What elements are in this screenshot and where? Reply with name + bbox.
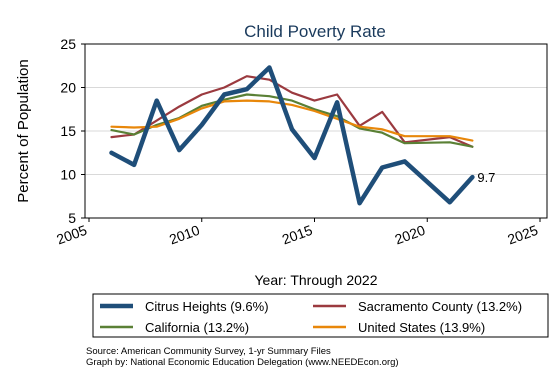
x-axis-label: Year: Through 2022 [255, 272, 378, 288]
x-tick-label: 2020 [393, 222, 428, 248]
y-tick-label: 10 [60, 167, 76, 183]
y-axis-ticks: 5 10 15 20 25 [60, 36, 85, 226]
legend-label: California (13.2%) [145, 320, 249, 335]
legend-label: United States (13.9%) [358, 320, 485, 335]
plot-frame [84, 43, 548, 219]
y-axis-label: Percent of Population [15, 59, 32, 202]
x-axis-ticks: 2005 2010 2015 2020 2025 [54, 218, 541, 248]
series-line [109, 65, 475, 206]
legend-box [92, 293, 549, 338]
y-tick-label: 20 [60, 80, 76, 96]
series-line [110, 75, 474, 148]
source-note: Source: American Community Survey, 1-yr … [86, 346, 331, 357]
series-lines [109, 65, 475, 206]
legend: Citrus Heights (9.6%) Sacramento County (… [92, 293, 549, 338]
legend-label: Citrus Heights (9.6%) [145, 299, 269, 314]
x-tick-label: 2015 [280, 222, 315, 248]
legend-label: Sacramento County (13.2%) [358, 299, 522, 314]
gridlines [85, 43, 547, 219]
y-tick-label: 25 [60, 36, 76, 52]
credit-note: Graph by: National Economic Education De… [86, 357, 399, 368]
x-tick-label: 2005 [54, 222, 89, 248]
end-value-label: 9.7 [477, 170, 495, 185]
y-tick-label: 5 [68, 210, 76, 226]
x-tick-label: 2025 [505, 222, 540, 248]
y-tick-label: 15 [60, 123, 76, 139]
chart-title: Child Poverty Rate [244, 22, 386, 41]
x-tick-label: 2010 [167, 222, 202, 248]
